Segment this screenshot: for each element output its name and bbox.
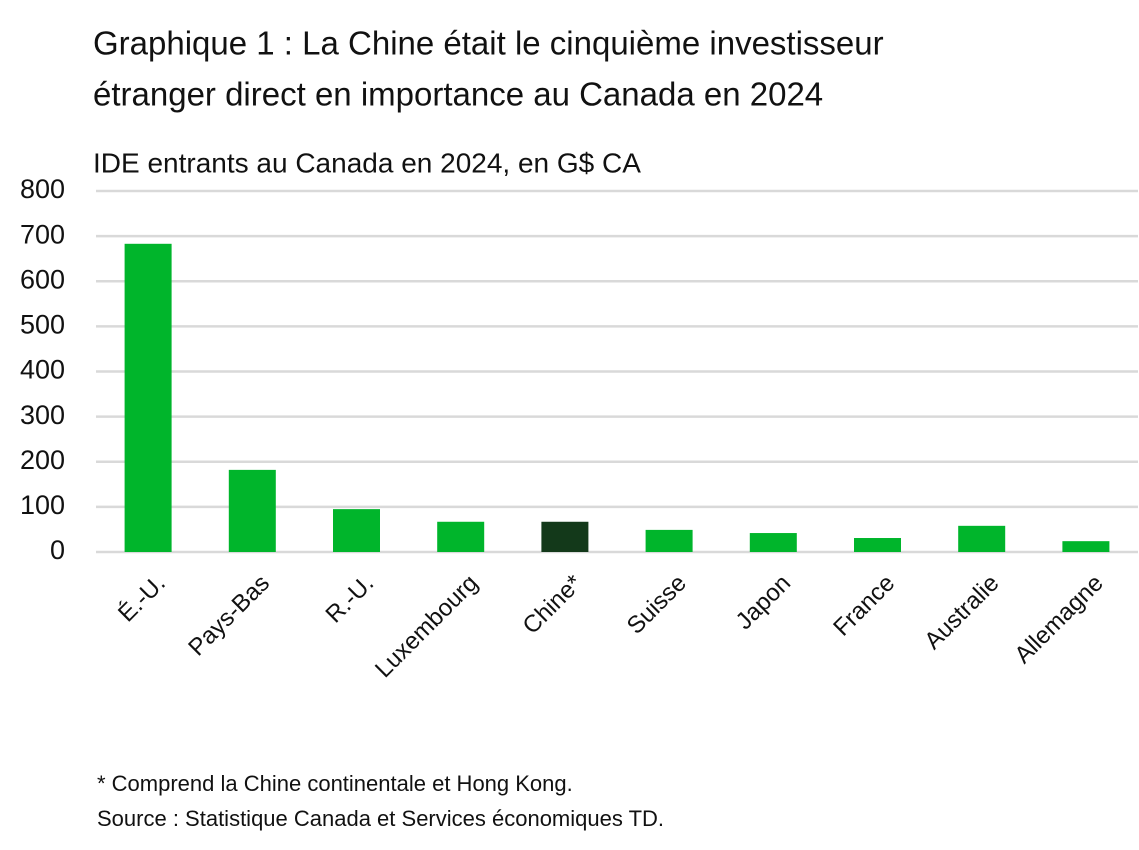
y-tick-label: 500 xyxy=(20,310,65,340)
chart-title: étranger direct en importance au Canada … xyxy=(93,76,823,113)
y-tick-label: 700 xyxy=(20,219,65,249)
chart-subtitle: IDE entrants au Canada en 2024, en G$ CA xyxy=(93,147,641,178)
y-tick-label: 200 xyxy=(20,445,65,475)
bar xyxy=(333,509,380,552)
y-tick-label: 800 xyxy=(20,174,65,204)
y-tick-label: 100 xyxy=(20,490,65,520)
x-tick-label: É.-U. xyxy=(113,570,171,628)
x-tick-label: Chine* xyxy=(518,570,588,640)
y-tick-label: 400 xyxy=(20,355,65,385)
y-tick-label: 600 xyxy=(20,264,65,294)
bar xyxy=(854,538,901,552)
bar xyxy=(958,525,1006,552)
footnote: * Comprend la Chine continentale et Hong… xyxy=(97,771,573,796)
bar xyxy=(1062,541,1110,552)
x-tick-label: R.-U. xyxy=(321,570,380,629)
x-tick-label: Pays-Bas xyxy=(183,570,275,662)
x-tick-label: Suisse xyxy=(622,570,692,640)
bar xyxy=(541,521,589,552)
y-tick-label: 0 xyxy=(50,535,65,565)
bar xyxy=(645,529,693,552)
x-tick-label: Luxembourg xyxy=(370,570,483,683)
bar xyxy=(749,533,797,552)
bar xyxy=(437,521,485,552)
bar xyxy=(228,469,276,552)
bar xyxy=(124,243,172,552)
y-tick-label: 300 xyxy=(20,400,65,430)
chart-title: Graphique 1 : La Chine était le cinquièm… xyxy=(93,25,884,62)
x-tick-label: Australie xyxy=(919,570,1004,655)
x-tick-label: Japon xyxy=(731,570,796,635)
x-tick-label: Allemagne xyxy=(1009,570,1108,669)
source-note: Source : Statistique Canada et Services … xyxy=(97,806,664,831)
x-tick-label: France xyxy=(828,570,900,642)
